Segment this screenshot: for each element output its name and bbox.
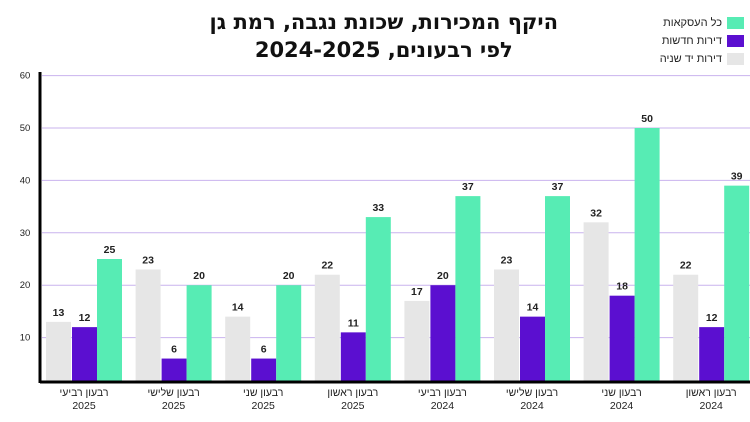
x-tick-label-quarter: רבעון שני (601, 387, 641, 399)
x-tick-label-quarter: רבעון רביעי (60, 387, 109, 399)
bar (724, 185, 750, 382)
data-label: 32 (590, 207, 602, 219)
y-tick-label: 60 (20, 71, 31, 82)
chart-title: היקף המכירות, שכונת נגבה, רמת גן לפי רבע… (210, 8, 558, 64)
x-tick-label-quarter: רבעון שני (243, 387, 283, 399)
data-label: 23 (501, 254, 513, 266)
legend-item: דירות חדשות (660, 32, 744, 50)
bar (365, 217, 391, 382)
data-label: 14 (527, 302, 539, 314)
bar (46, 321, 71, 382)
data-label: 22 (321, 260, 333, 272)
bar (97, 259, 122, 382)
data-label: 20 (283, 270, 295, 282)
legend-label: דירות חדשות (661, 35, 722, 47)
legend-label: דירות יד שניה (659, 53, 722, 65)
data-label: 23 (142, 254, 154, 266)
bar (545, 196, 570, 382)
legend-swatch (727, 35, 744, 47)
bar (494, 269, 519, 382)
data-label: 14 (232, 302, 244, 314)
bar (455, 196, 481, 382)
bar (314, 274, 340, 382)
legend-swatch (727, 53, 744, 65)
bar (404, 300, 430, 382)
data-label: 12 (706, 312, 718, 324)
bar (340, 332, 366, 382)
data-label: 12 (79, 312, 91, 324)
bar (72, 327, 97, 382)
x-tick-label-year: 2024 (610, 400, 634, 412)
bar (225, 316, 251, 382)
x-tick-label-year: 2025 (252, 400, 276, 412)
legend-item: כל העסקאות (660, 14, 744, 32)
y-tick-label: 20 (20, 280, 31, 291)
data-label: 37 (552, 181, 564, 193)
bar (430, 285, 456, 382)
title-line-2: לפי רבעונים, 2024-2025 (254, 38, 513, 62)
x-tick-label-quarter: רבעון שלישי (147, 387, 199, 399)
title-line-1: היקף המכירות, שכונת נגבה, רמת גן (209, 10, 558, 34)
x-tick-label-year: 2024 (431, 400, 455, 412)
x-tick-label-year: 2025 (162, 400, 186, 412)
data-label: 37 (462, 181, 474, 193)
y-tick-label: 50 (20, 123, 31, 134)
data-label: 20 (193, 270, 205, 282)
data-label: 25 (104, 244, 116, 256)
legend-label: כל העסקאות (663, 17, 722, 29)
bar (161, 358, 187, 382)
legend-swatch (727, 17, 744, 29)
data-label: 17 (411, 286, 423, 298)
bar (186, 285, 212, 382)
bar (699, 327, 725, 382)
x-tick-label-year: 2024 (700, 400, 724, 412)
y-tick-label: 40 (20, 175, 31, 186)
x-tick-label-year: 2025 (341, 400, 365, 412)
data-label: 6 (261, 344, 267, 356)
bar (251, 358, 277, 382)
bar (583, 222, 609, 382)
y-tick-label: 30 (20, 228, 31, 239)
x-tick-label-year: 2025 (72, 400, 96, 412)
bar (634, 128, 660, 382)
bar (276, 285, 302, 382)
x-tick-label-quarter: רבעון ראשון (686, 387, 737, 399)
x-tick-label-quarter: רבעון ראשון (327, 387, 378, 399)
data-label: 50 (641, 113, 653, 125)
x-tick-label-quarter: רבעון רביעי (418, 387, 467, 399)
bar (520, 316, 545, 382)
data-label: 39 (731, 171, 743, 183)
bar (609, 295, 635, 382)
legend: כל העסקאות דירות חדשות דירות יד שניה (660, 14, 744, 68)
data-label: 13 (53, 307, 65, 319)
data-label: 20 (437, 270, 449, 282)
data-label: 11 (348, 317, 359, 329)
bar (135, 269, 161, 382)
data-label: 18 (616, 281, 628, 293)
x-tick-label-year: 2024 (520, 400, 544, 412)
data-label: 22 (680, 260, 692, 272)
bar (673, 274, 699, 382)
legend-item: דירות יד שניה (660, 50, 744, 68)
y-tick-label: 10 (20, 333, 31, 344)
data-label: 6 (171, 344, 177, 356)
x-tick-label-quarter: רבעון שלישי (506, 387, 558, 399)
data-label: 33 (372, 202, 384, 214)
